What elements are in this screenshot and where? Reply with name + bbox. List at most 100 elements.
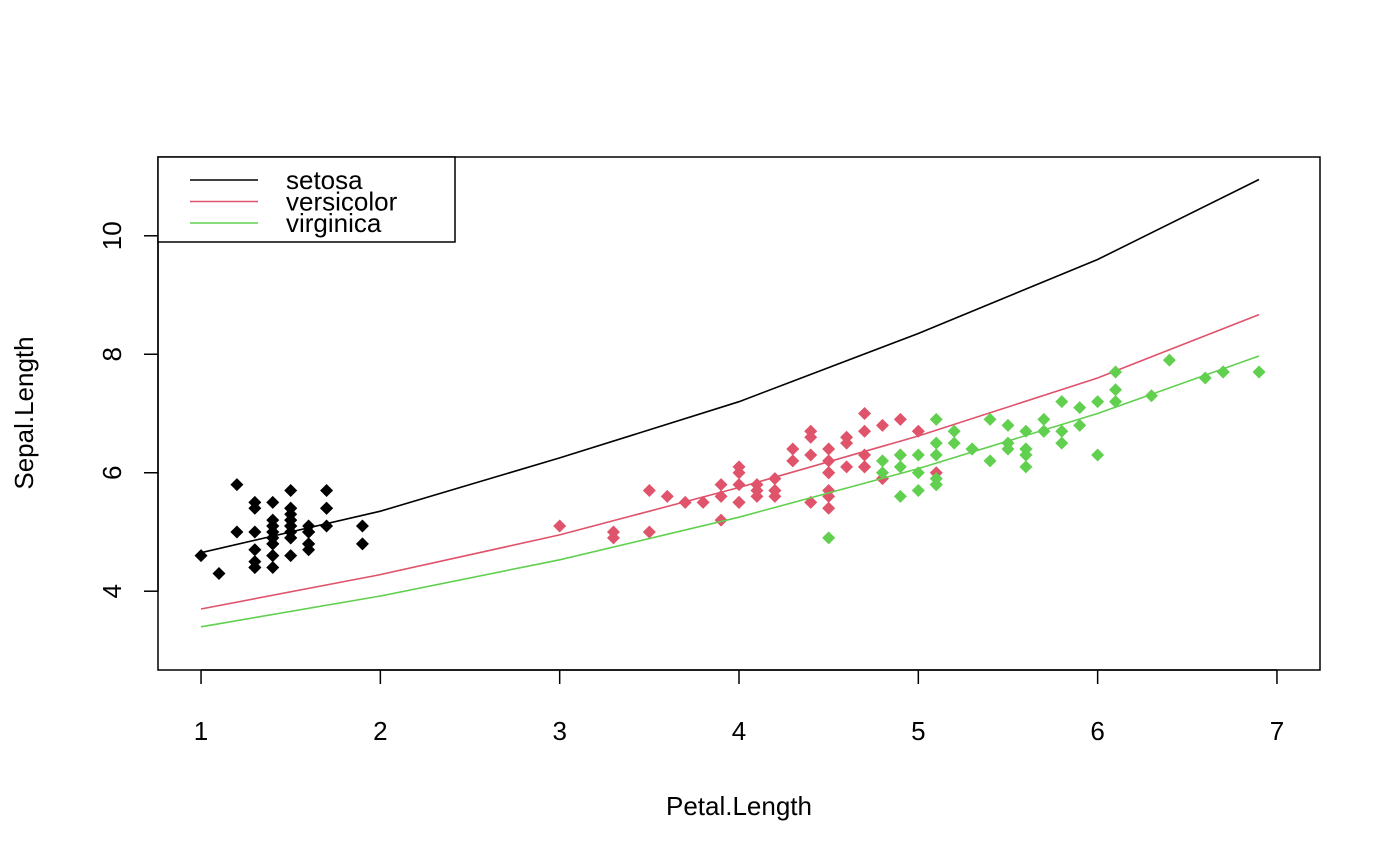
versicolor-point <box>822 501 836 515</box>
virginica-point <box>911 448 925 462</box>
x-tick-label: 2 <box>373 716 387 746</box>
virginica-point <box>947 424 961 438</box>
y-tick-label: 6 <box>97 466 127 480</box>
setosa-point <box>266 495 280 509</box>
legend-label-setosa: setosa <box>286 165 363 195</box>
setosa-point <box>248 525 262 539</box>
versicolor-point <box>858 460 872 474</box>
legend-label-virginica: virginica <box>286 208 382 238</box>
versicolor-point <box>714 489 728 503</box>
virginica-point <box>1055 424 1069 438</box>
versicolor-point <box>822 454 836 468</box>
virginica-point <box>893 460 907 474</box>
versicolor-point <box>858 424 872 438</box>
versicolor-point <box>732 478 746 492</box>
virginica-point <box>1001 418 1015 432</box>
virginica-point <box>893 489 907 503</box>
setosa-point <box>248 561 262 575</box>
virginica-point <box>911 484 925 498</box>
versicolor-point <box>840 430 854 444</box>
versicolor-point <box>768 472 782 486</box>
virginica-point <box>929 448 943 462</box>
virginica-point <box>875 454 889 468</box>
plot-area <box>194 178 1266 628</box>
virginica-point <box>1109 365 1123 379</box>
versicolor-point <box>875 418 889 432</box>
y-tick-label: 4 <box>97 584 127 598</box>
versicolor-series <box>200 313 1260 610</box>
setosa-point <box>284 519 298 533</box>
versicolor-point <box>893 412 907 426</box>
virginica-point <box>1001 442 1015 456</box>
virginica-point <box>965 442 979 456</box>
virginica-point <box>929 412 943 426</box>
versicolor-point <box>732 460 746 474</box>
setosa-point <box>355 519 369 533</box>
setosa-point <box>355 537 369 551</box>
virginica-point <box>1019 448 1033 462</box>
virginica-point <box>1019 460 1033 474</box>
virginica-point <box>1073 401 1087 415</box>
setosa-point <box>248 495 262 509</box>
y-axis-title: Sepal.Length <box>9 336 39 489</box>
y-tick-label: 8 <box>97 347 127 361</box>
versicolor-point <box>858 407 872 420</box>
setosa-point <box>194 549 208 563</box>
setosa-point <box>248 543 262 557</box>
setosa-point <box>266 525 280 539</box>
setosa-point <box>302 537 316 551</box>
versicolor-point <box>804 448 818 462</box>
virginica-point <box>1055 395 1069 409</box>
setosa-point <box>302 519 316 533</box>
versicolor-point <box>786 454 800 468</box>
virginica-point <box>929 472 943 486</box>
setosa-point <box>284 507 298 521</box>
x-tick-label: 5 <box>911 716 925 746</box>
virginica-point <box>1091 395 1105 409</box>
x-tick-label: 4 <box>732 716 746 746</box>
x-tick-label: 3 <box>552 716 566 746</box>
virginica-fit-line <box>200 355 1260 628</box>
setosa-point <box>212 566 226 580</box>
versicolor-point <box>768 484 782 498</box>
versicolor-point <box>911 424 925 438</box>
versicolor-point <box>822 466 836 480</box>
virginica-point <box>1109 383 1123 397</box>
versicolor-point <box>606 525 620 539</box>
setosa-point <box>266 537 280 551</box>
setosa-point <box>284 549 298 563</box>
versicolor-point <box>822 442 836 456</box>
y-tick-label: 10 <box>97 221 127 250</box>
versicolor-fit-line <box>200 313 1260 610</box>
setosa-series <box>194 178 1260 580</box>
setosa-point <box>230 478 244 492</box>
setosa-fit-line <box>200 178 1260 554</box>
versicolor-point <box>732 495 746 509</box>
setosa-point <box>230 525 244 539</box>
setosa-point <box>284 484 298 498</box>
virginica-point <box>875 466 889 480</box>
virginica-point <box>929 436 943 450</box>
versicolor-point <box>678 495 692 509</box>
x-tick-label: 7 <box>1270 716 1284 746</box>
versicolor-point <box>804 430 818 444</box>
virginica-point <box>983 412 997 426</box>
setosa-point <box>320 501 334 515</box>
versicolor-point <box>642 484 656 498</box>
versicolor-point <box>840 460 854 474</box>
virginica-series <box>200 353 1266 628</box>
virginica-point <box>1198 371 1212 385</box>
virginica-point <box>1162 353 1176 367</box>
virginica-point <box>1055 436 1069 450</box>
x-tick-label: 1 <box>194 716 208 746</box>
virginica-point <box>1091 448 1105 462</box>
legend-label-versicolor: versicolor <box>286 187 398 217</box>
versicolor-point <box>696 495 710 509</box>
setosa-point <box>320 484 334 498</box>
versicolor-point <box>750 484 764 498</box>
x-tick-label: 6 <box>1090 716 1104 746</box>
virginica-point <box>1216 365 1230 379</box>
versicolor-point <box>858 448 872 462</box>
setosa-point <box>266 513 280 527</box>
